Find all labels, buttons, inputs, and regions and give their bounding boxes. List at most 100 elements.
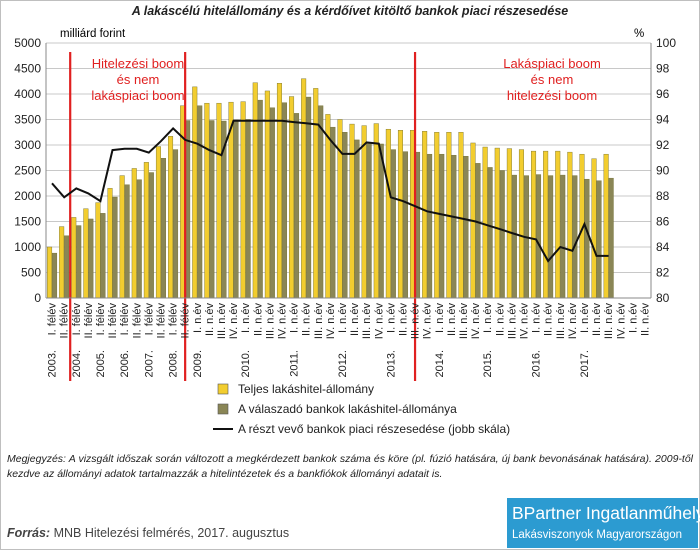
source-text: MNB Hitelezési felmérés, 2017. augusztus [53, 526, 290, 540]
bar-respondent [330, 126, 336, 299]
x-year-label: 2016. [531, 350, 543, 378]
y-left-tick-label: 1000 [14, 240, 41, 254]
bar-respondent [475, 163, 481, 299]
x-tick-label: I. n.év [289, 303, 301, 333]
bar-total [555, 150, 561, 299]
y-right-tick-label: 90 [656, 164, 670, 178]
bar-total [337, 119, 343, 299]
x-tick-label: II. félév [59, 303, 71, 339]
bar-respondent [52, 252, 58, 299]
legend-label: A válaszadó bankok lakáshitel-állománya [238, 402, 457, 416]
boom-annotation: Lakáspiaci boom [503, 56, 601, 71]
y-right-label: % [634, 28, 644, 40]
bar-respondent [64, 235, 70, 299]
x-year-label: 2017. [579, 350, 591, 378]
source: Forrás: MNB Hitelezési felmérés, 2017. a… [7, 526, 289, 540]
x-tick-label: IV. n.év [470, 303, 482, 340]
x-tick-label: II. n.év [446, 303, 458, 337]
x-year-label: 2012. [337, 350, 349, 378]
x-tick-label: III. n.év [506, 303, 518, 340]
x-year-label: 2003. [47, 350, 59, 378]
bar-respondent [584, 178, 590, 299]
bar-total [95, 202, 101, 299]
x-tick-label: II. félév [155, 303, 167, 339]
x-tick-label: II. n.év [639, 303, 651, 337]
y-right-tick-label: 96 [656, 87, 670, 101]
bar-total [155, 146, 161, 299]
bar-respondent [76, 225, 82, 299]
y-left-tick-label: 2000 [14, 189, 41, 203]
x-tick-label: IV. n.év [567, 303, 579, 340]
bar-total [216, 102, 222, 299]
bar-respondent [197, 105, 203, 299]
x-tick-label: IV. n.év [276, 303, 288, 340]
x-tick-label: II. n.év [349, 303, 361, 337]
x-tick-label: I. félév [119, 303, 131, 336]
bar-respondent [439, 153, 445, 299]
y-left-tick-label: 500 [21, 266, 41, 280]
x-tick-label: I. félév [71, 303, 83, 336]
x-tick-label: IV. n.év [373, 303, 385, 340]
x-tick-label: I. félév [47, 303, 59, 336]
bar-total [349, 123, 355, 299]
x-tick-label: III. n.év [264, 303, 276, 340]
bar-total [71, 217, 77, 299]
boom-annotation: és nem [117, 72, 160, 87]
bar-total [240, 101, 246, 299]
bar-respondent [402, 151, 408, 299]
bar-respondent [88, 218, 94, 299]
bar-respondent [390, 149, 396, 299]
x-tick-label: II. n.év [543, 303, 555, 337]
x-tick-label: I. n.év [482, 303, 494, 333]
y-left-tick-label: 4500 [14, 62, 41, 76]
bar-respondent [463, 156, 469, 299]
bar-total [482, 146, 488, 299]
bar-respondent [354, 139, 360, 299]
x-year-label: 2009. [192, 350, 204, 378]
bar-total [458, 132, 464, 299]
chart-title: A lakáscélú hitelállomány és a kérdőívet… [131, 4, 569, 18]
y-left-tick-label: 3000 [14, 138, 41, 152]
bar-total [531, 150, 537, 299]
x-year-label: 2015. [482, 350, 494, 378]
x-tick-label: I. félév [168, 303, 180, 336]
x-axis-labels: I. félév II. félév I. félév II. félév I. fél… [47, 303, 652, 378]
x-tick-label: I. n.év [434, 303, 446, 333]
y-left-tick-label: 4000 [14, 87, 41, 101]
bar-total [204, 102, 210, 299]
bar-respondent [318, 105, 324, 299]
bar-total [434, 132, 440, 299]
bar-respondent [499, 170, 505, 299]
y-right-tick-label: 88 [656, 189, 670, 203]
bar-respondent [548, 175, 554, 299]
bar-respondent [511, 174, 517, 299]
x-tick-label: IV. n.év [422, 303, 434, 340]
bar-respondent [487, 167, 493, 299]
x-tick-label: III. n.év [603, 303, 615, 340]
bar-total [119, 175, 125, 299]
x-tick-label: III. n.év [458, 303, 470, 340]
x-tick-label: I. n.év [337, 303, 349, 333]
bar-total [59, 226, 65, 299]
bar-respondent [560, 174, 566, 299]
bar-total [143, 162, 149, 299]
bar-respondent [112, 196, 118, 299]
x-year-label: 2011. [289, 350, 301, 377]
brand-box: BPartner Ingatlanműhely Lakásviszonyok M… [507, 498, 700, 548]
x-tick-label: II. félév [180, 303, 192, 339]
y-left-label: milliárd forint [60, 28, 126, 40]
bar-total [518, 149, 524, 299]
x-tick-label: I. félév [143, 303, 155, 336]
bar-respondent [173, 149, 179, 299]
bar-respondent [451, 154, 457, 299]
x-year-label: 2014. [434, 350, 446, 378]
source-label: Forrás: [7, 526, 51, 540]
x-tick-label: III. n.év [361, 303, 373, 340]
legend: Teljes lakáshitel-állomány A válaszadó ba… [213, 382, 510, 436]
x-year-label: 2010. [240, 350, 252, 378]
x-year-label: 2006. [119, 350, 131, 378]
y-right-tick-label: 86 [656, 215, 670, 229]
bar-respondent [233, 119, 239, 299]
x-tick-label: IV. n.év [228, 303, 240, 340]
